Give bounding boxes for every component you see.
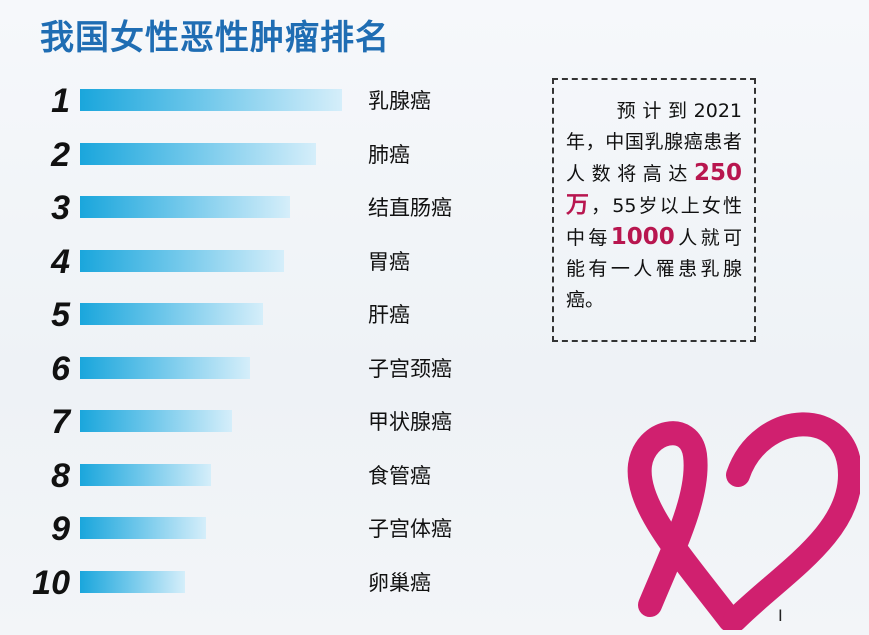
rank-label: 7 bbox=[51, 403, 70, 441]
info-box bbox=[552, 78, 756, 342]
chart-bar bbox=[80, 570, 185, 593]
chart-row: 6 子宫颈癌 bbox=[0, 350, 480, 388]
chart-bar bbox=[80, 517, 206, 539]
info-highlight-250: 250 万 bbox=[566, 160, 742, 218]
rank-label: 5 bbox=[51, 296, 70, 334]
rank-label: 3 bbox=[51, 189, 70, 227]
category-label: 子宫体癌 bbox=[368, 517, 452, 541]
chart-row: 9 子宫体癌 bbox=[0, 510, 480, 548]
category-label: 肝癌 bbox=[368, 303, 410, 327]
chart-bar bbox=[80, 410, 232, 432]
rank-label: 4 bbox=[51, 242, 70, 281]
rank-label: 10 bbox=[32, 563, 70, 602]
chart-row: 8 食管癌 bbox=[0, 457, 480, 495]
page-title: 我国女性恶性肿瘤排名 bbox=[40, 18, 390, 58]
chart-row: 1 乳腺癌 bbox=[0, 82, 480, 120]
info-text-part-2: ，55岁以上女性中每 bbox=[566, 195, 742, 249]
chart-row: 4 胃癌 bbox=[0, 243, 480, 281]
chart-bar bbox=[80, 249, 284, 272]
category-label: 子宫颈癌 bbox=[368, 356, 452, 381]
chart-bar bbox=[80, 89, 342, 111]
chart-row: 2 肺癌 bbox=[0, 136, 480, 174]
chart-row: 10 卵巢癌 bbox=[0, 564, 480, 602]
rank-label: 1 bbox=[51, 82, 70, 120]
chart-row: 7 甲状腺癌 bbox=[0, 403, 480, 441]
rank-label: 9 bbox=[51, 510, 70, 548]
category-label: 甲状腺癌 bbox=[368, 410, 452, 434]
corner-mark: I bbox=[778, 606, 783, 625]
chart-row: 5 肝癌 bbox=[0, 296, 480, 334]
category-label: 肺癌 bbox=[368, 142, 410, 167]
info-text: 预计到2021年，中国乳腺癌患者人数将高达250 万，55岁以上女性中每1000… bbox=[566, 96, 742, 316]
chart-bar bbox=[80, 303, 263, 325]
rank-label: 8 bbox=[51, 456, 70, 495]
category-label: 卵巢癌 bbox=[368, 570, 431, 595]
chart-bar bbox=[80, 196, 290, 218]
category-label: 结直肠癌 bbox=[368, 196, 452, 220]
chart-bar bbox=[80, 463, 211, 486]
info-text-part-1: 预计到2021年，中国乳腺癌患者人数将高达 bbox=[566, 100, 742, 185]
chart-bar bbox=[80, 142, 316, 165]
info-text-part-3: 人就可能有一人罹患乳腺癌。 bbox=[566, 227, 742, 311]
category-label: 食管癌 bbox=[368, 463, 431, 488]
category-label: 乳腺癌 bbox=[368, 89, 431, 113]
info-highlight-1000: 1000 bbox=[610, 224, 675, 250]
rank-label: 2 bbox=[51, 135, 70, 174]
chart-row: 3 结直肠癌 bbox=[0, 189, 480, 227]
pink-ribbon-heart-icon bbox=[627, 412, 860, 630]
category-label: 胃癌 bbox=[368, 249, 410, 274]
rank-label: 6 bbox=[51, 349, 70, 388]
chart-bar bbox=[80, 356, 250, 379]
